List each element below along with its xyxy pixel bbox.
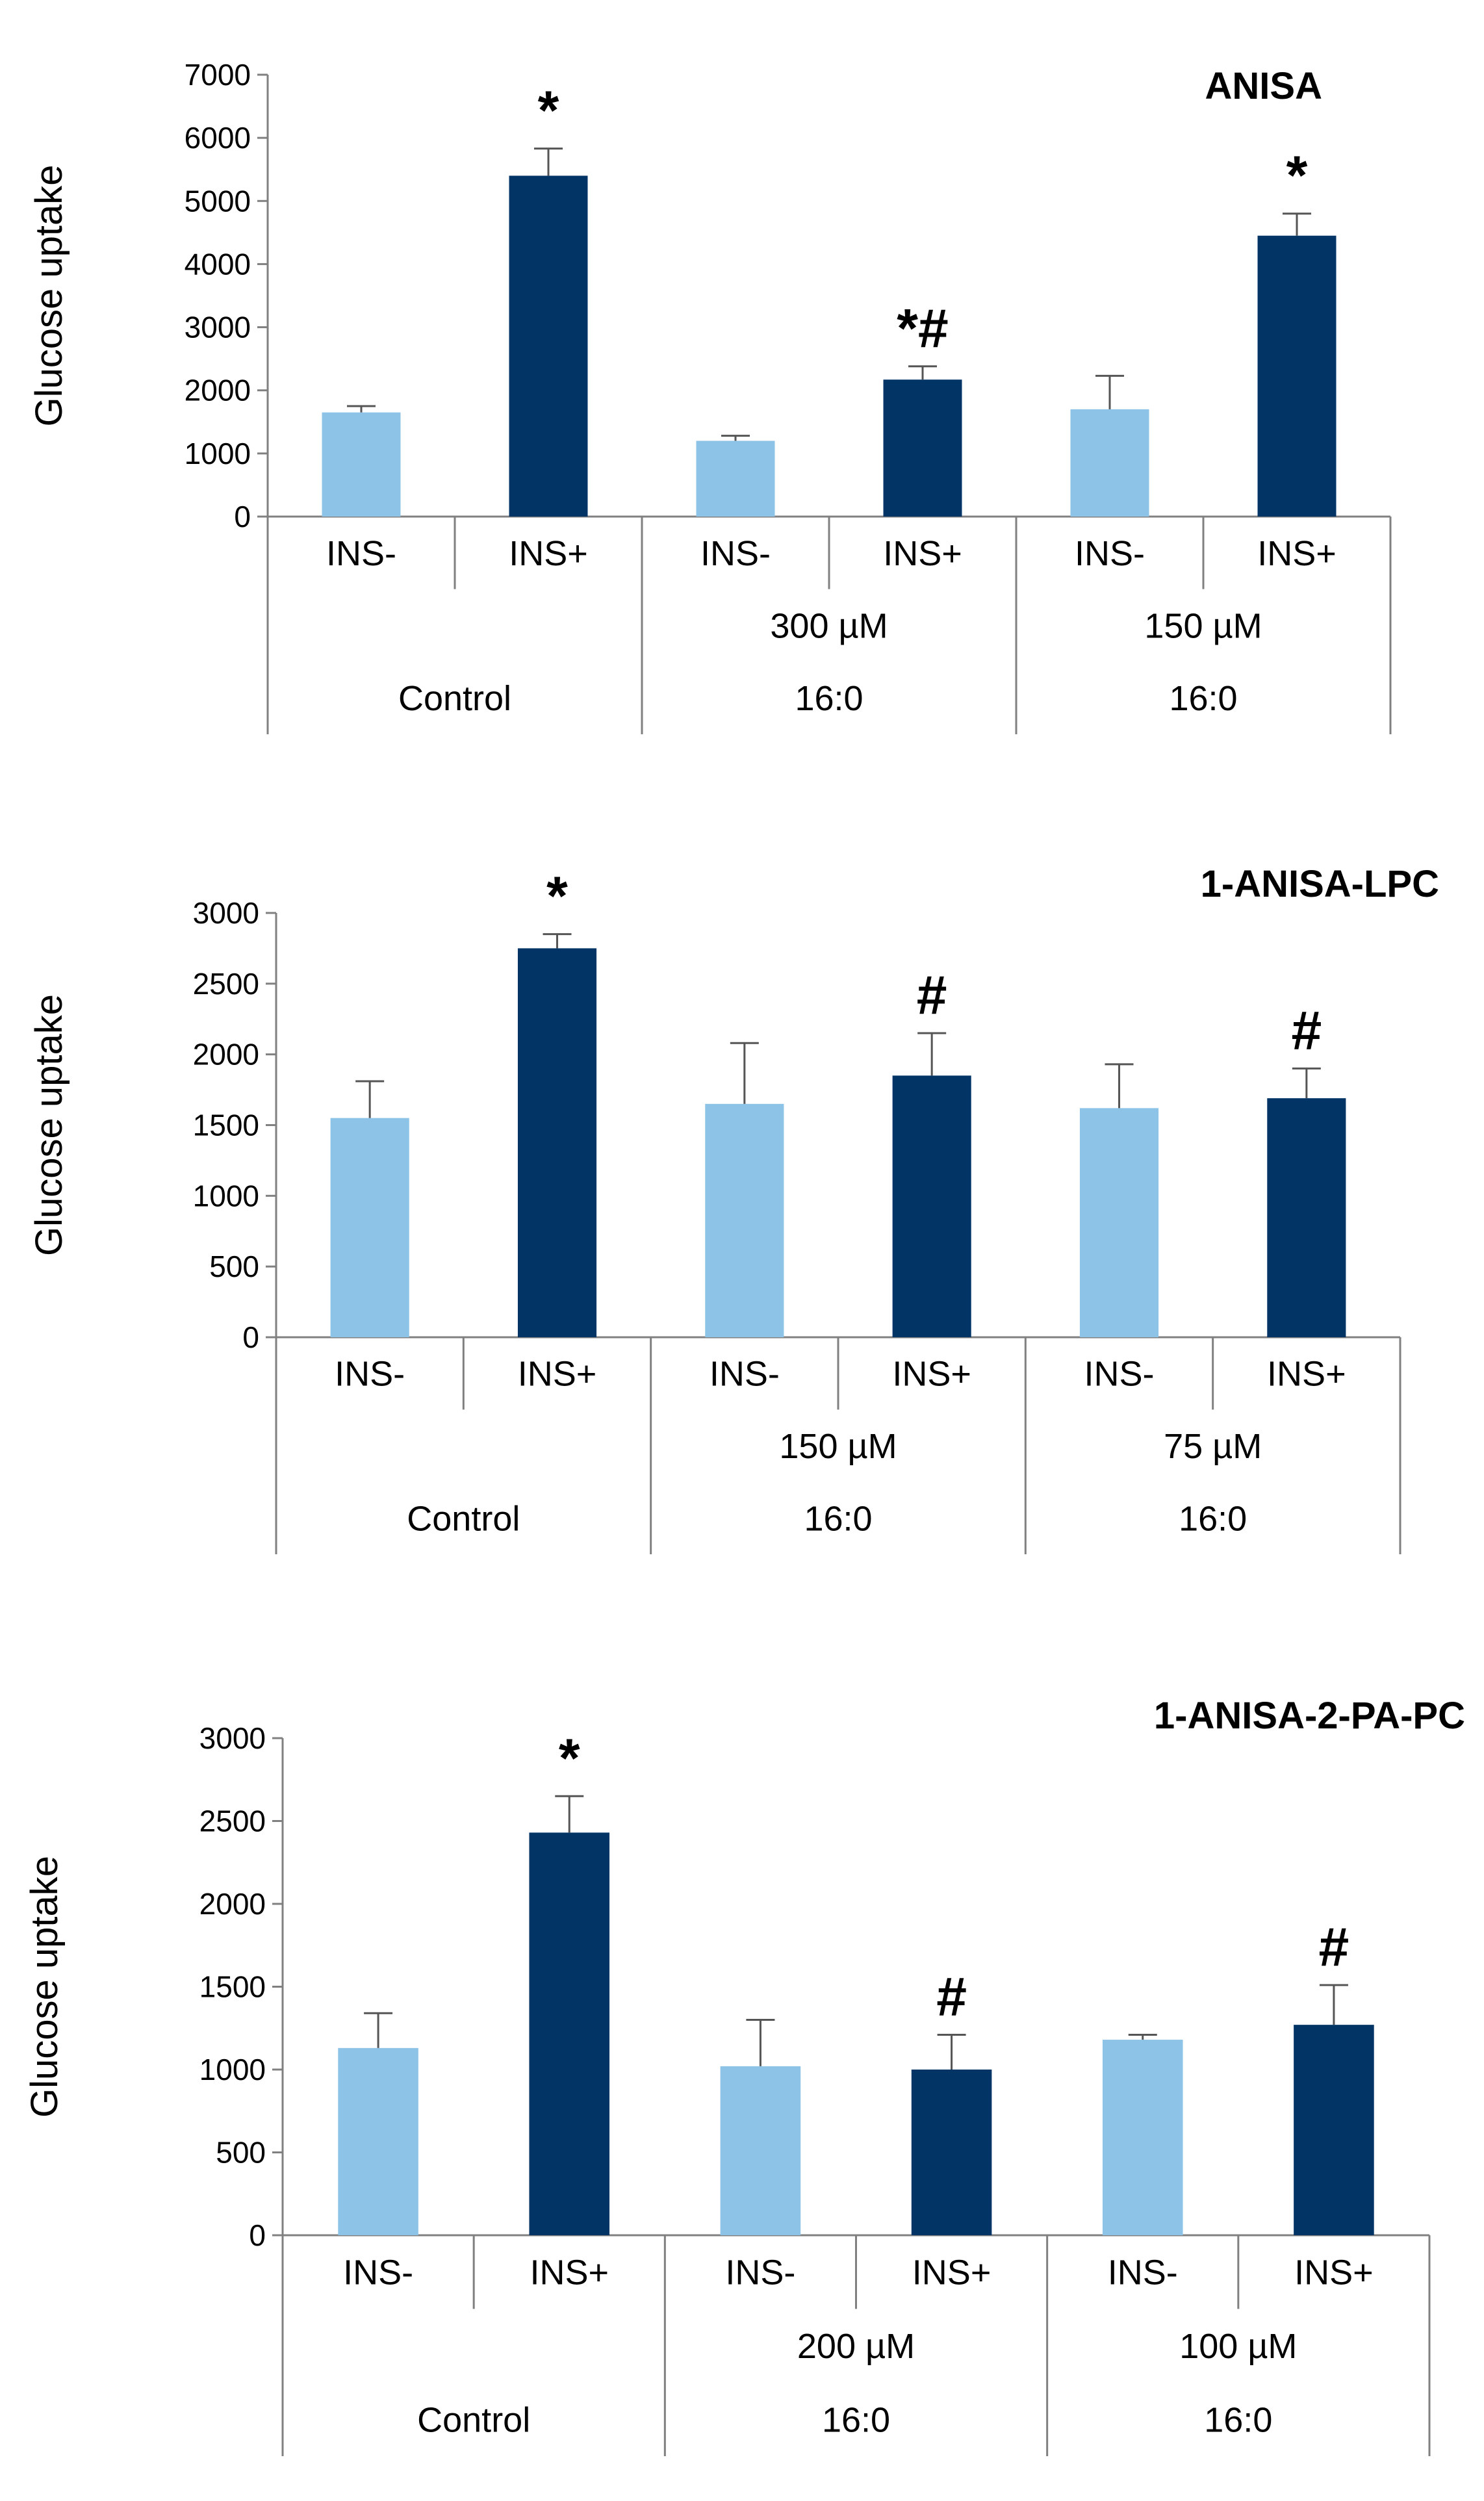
y-tick-label: 500 (216, 2136, 266, 2170)
y-tick-label: 1000 (193, 1179, 259, 1212)
group-label-dose: 150 µM (1144, 607, 1262, 646)
group-label-name: 16:0 (804, 1499, 872, 1538)
group-label-dose: 150 µM (779, 1427, 897, 1466)
bar-ins-minus (1070, 409, 1149, 517)
y-tick-label: 7000 (185, 58, 251, 92)
y-tick-label: 1500 (199, 1970, 266, 2004)
x-category-label: INS+ (509, 534, 588, 573)
bar-ins-plus (1257, 235, 1337, 517)
x-category-label: INS- (700, 534, 771, 573)
x-category-label: INS- (725, 2253, 795, 2292)
significance-label: * (559, 1727, 580, 1788)
y-tick-label: 1500 (193, 1109, 259, 1142)
y-axis-label: Glucose uptake (28, 164, 70, 426)
significance-label: # (936, 1966, 967, 2027)
x-category-label: INS+ (1257, 534, 1337, 573)
x-category-label: INS- (343, 2253, 413, 2292)
bar-ins-plus (892, 1075, 971, 1337)
group-label-name: Control (417, 2400, 530, 2439)
significance-label: # (1319, 1916, 1350, 1977)
bar-ins-minus (705, 1103, 784, 1337)
group-label-name: 16:0 (1179, 1499, 1247, 1538)
chart-panel-1-anisa-2-pa-pc: 1-ANISA-2-PA-PC Glucose uptake 0 500 1000 150… (23, 1695, 1465, 2456)
significance-label: * (538, 80, 559, 141)
chart-title: 1-ANISA-LPC (1201, 863, 1439, 905)
x-category-label: INS+ (1294, 2253, 1374, 2292)
x-category-label: INS+ (530, 2253, 609, 2292)
y-tick-label: 2000 (199, 1887, 266, 1921)
x-category-label: INS- (335, 1355, 405, 1394)
x-category-label: INS- (326, 534, 396, 573)
group-label-name: 16:0 (795, 679, 863, 718)
y-tick-label: 0 (242, 1320, 259, 1354)
bar-ins-minus (720, 2066, 801, 2235)
y-tick-label: 4000 (185, 247, 251, 281)
bar-ins-plus (1267, 1098, 1346, 1337)
y-tick-label: 1000 (185, 437, 251, 470)
bar-ins-minus (330, 1118, 409, 1337)
y-tick-label: 0 (234, 500, 251, 533)
y-tick-label: 3000 (193, 896, 259, 930)
group-label-name: Control (407, 1499, 520, 1538)
y-tick-label: 0 (249, 2218, 266, 2252)
bar-ins-plus (529, 1832, 610, 2235)
bar-ins-plus (517, 948, 597, 1337)
x-category-label: INS- (1075, 534, 1145, 573)
x-category-label: INS- (1108, 2253, 1178, 2292)
y-axis-label: Glucose uptake (28, 994, 70, 1256)
bar-ins-minus (322, 412, 401, 517)
group-label-name: 16:0 (822, 2400, 890, 2439)
x-category-label: INS+ (518, 1355, 597, 1394)
y-axis-label: Glucose uptake (23, 1856, 66, 2118)
x-category-label: INS- (710, 1355, 780, 1394)
bar-ins-minus (338, 2047, 418, 2235)
group-label-name: 16:0 (1169, 679, 1237, 718)
significance-label: * (546, 866, 568, 927)
significance-label: * (1286, 145, 1308, 206)
bar-ins-plus (883, 379, 962, 517)
y-tick-label: 5000 (185, 184, 251, 218)
group-label-dose: 75 µM (1164, 1427, 1262, 1466)
chart-title: ANISA (1205, 65, 1322, 107)
group-label-dose: 100 µM (1179, 2327, 1297, 2366)
significance-label: *# (897, 298, 948, 359)
group-label-dose: 300 µM (770, 607, 888, 646)
y-tick-label: 3000 (185, 311, 251, 344)
y-tick-label: 3000 (199, 1721, 266, 1755)
bar-ins-plus (911, 2070, 992, 2235)
x-category-label: INS- (1084, 1355, 1155, 1394)
bar-ins-minus (696, 441, 775, 517)
x-category-label: INS+ (1267, 1355, 1346, 1394)
y-tick-label: 6000 (185, 121, 251, 155)
bar-ins-minus (1079, 1108, 1159, 1337)
y-tick-label: 2000 (193, 1038, 259, 1071)
group-label-name: 16:0 (1204, 2400, 1272, 2439)
significance-label: # (1291, 999, 1322, 1060)
bar-ins-plus (1294, 2025, 1374, 2235)
significance-label: # (917, 964, 947, 1025)
x-category-label: INS+ (883, 534, 962, 573)
chart-panel-anisa: ANISA Glucose uptake 0 1000 2000 3000 4000 5000… (28, 58, 1392, 734)
y-tick-label: 2000 (185, 374, 251, 407)
y-tick-label: 2500 (193, 967, 259, 1001)
y-tick-label: 2500 (199, 1804, 266, 1838)
chart-title: 1-ANISA-2-PA-PC (1154, 1695, 1465, 1737)
chart-panel-1-anisa-lpc: 1-ANISA-LPC Glucose uptake 0 500 1000 1500 200… (28, 863, 1439, 1554)
x-category-label: INS+ (912, 2253, 991, 2292)
bar-ins-minus (1102, 2040, 1183, 2235)
y-tick-label: 500 (209, 1250, 259, 1283)
bar-ins-plus (509, 175, 588, 517)
group-label-dose: 200 µM (797, 2327, 915, 2366)
group-label-name: Control (398, 679, 511, 718)
y-tick-label: 1000 (199, 2053, 266, 2086)
x-category-label: INS+ (892, 1355, 971, 1394)
